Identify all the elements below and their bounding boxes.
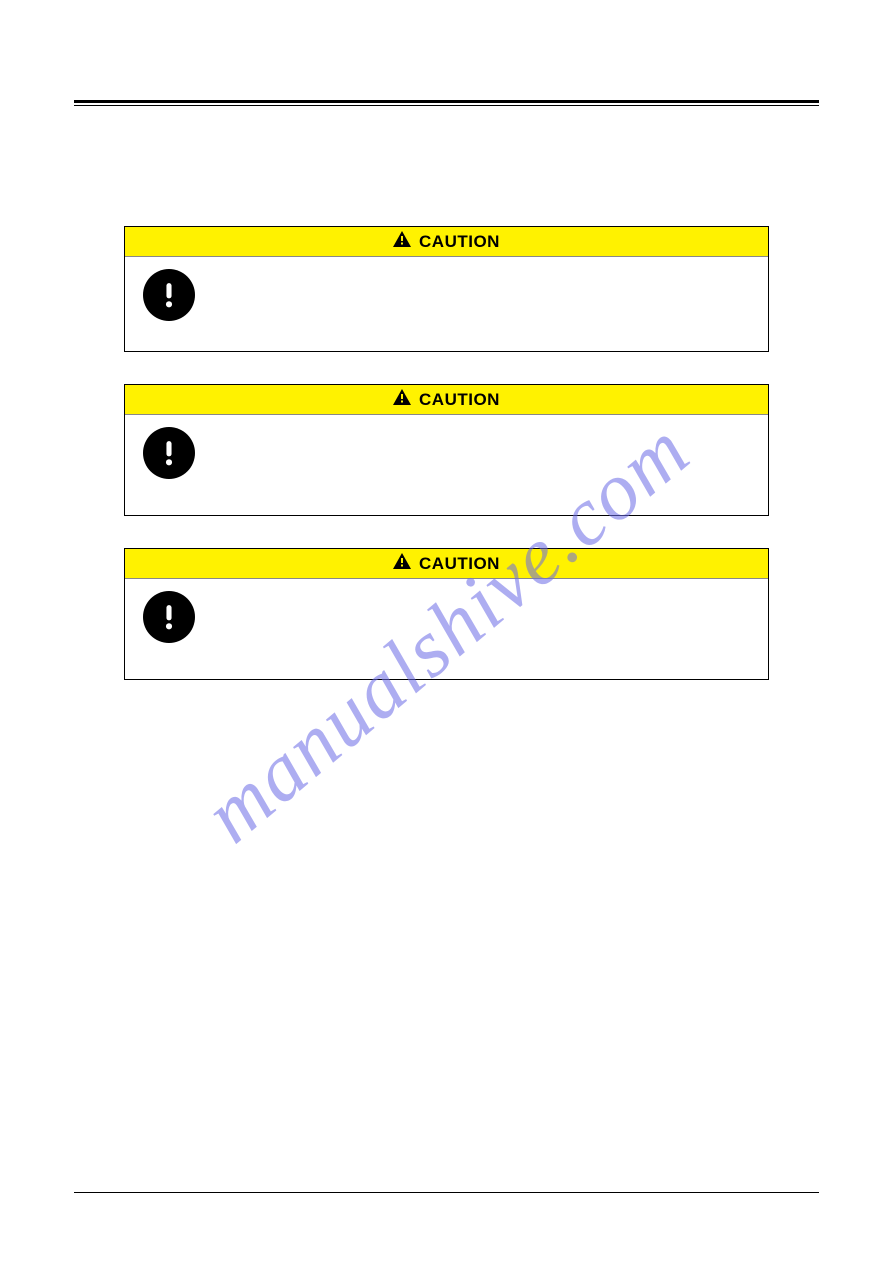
exclamation-circle-icon: [143, 591, 195, 643]
caution-label: CAUTION: [419, 390, 500, 410]
caution-boxes-container: CAUTION CAUTION: [74, 226, 819, 680]
header-double-rule: [74, 100, 819, 106]
caution-label: CAUTION: [419, 554, 500, 574]
caution-body: [125, 579, 768, 679]
caution-box-2: CAUTION: [124, 384, 769, 516]
warning-triangle-icon: [393, 231, 411, 252]
warning-triangle-icon: [393, 553, 411, 574]
footer-rule: [74, 1192, 819, 1193]
caution-box-3: CAUTION: [124, 548, 769, 680]
exclamation-circle-icon: [143, 269, 195, 321]
warning-triangle-icon: [393, 389, 411, 410]
caution-box-1: CAUTION: [124, 226, 769, 352]
caution-header: CAUTION: [125, 385, 768, 415]
document-page: CAUTION CAUTION: [0, 0, 893, 1263]
caution-body: [125, 415, 768, 515]
exclamation-circle-icon: [143, 427, 195, 479]
caution-header: CAUTION: [125, 549, 768, 579]
caution-label: CAUTION: [419, 232, 500, 252]
caution-header: CAUTION: [125, 227, 768, 257]
caution-body: [125, 257, 768, 351]
